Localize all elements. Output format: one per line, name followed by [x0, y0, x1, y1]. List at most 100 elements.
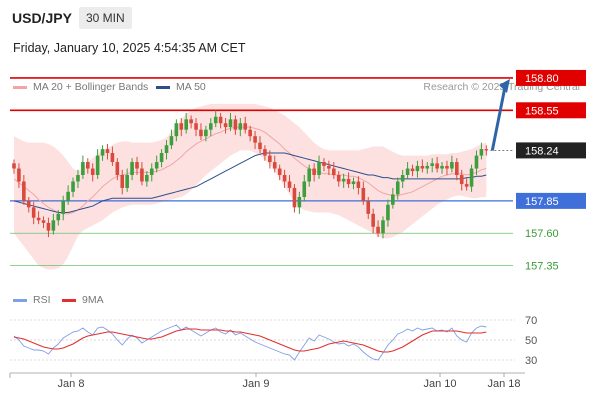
- candle-body-59: [302, 181, 307, 197]
- candle-body-75: [381, 220, 385, 234]
- candle-body-87: [440, 165, 444, 169]
- candle-body-77: [391, 194, 395, 205]
- candle-body-15: [86, 162, 90, 169]
- last-price-label: 158.24: [525, 145, 559, 157]
- candle-body-65: [332, 168, 336, 175]
- candle-body-85: [430, 163, 434, 166]
- projection-arrowhead: [499, 78, 510, 93]
- x-tick-label-3: Jan 18: [487, 378, 520, 390]
- candle-body-79: [400, 175, 405, 182]
- candle-body-23: [125, 175, 129, 188]
- rsi-tick-2: 30: [525, 355, 537, 367]
- candle-body-16: [90, 168, 95, 175]
- candle-body-48: [248, 129, 252, 137]
- candle-body-53: [272, 162, 277, 169]
- level-tag-0: [516, 69, 586, 86]
- candle-body-70: [356, 181, 361, 188]
- candle-body-86: [435, 163, 439, 169]
- candle-body-50: [258, 142, 262, 150]
- candle-body-39: [204, 129, 208, 137]
- candle-body-9: [56, 213, 61, 221]
- candle-body-56: [287, 181, 292, 188]
- x-tick-label-0: Jan 8: [58, 378, 85, 390]
- candle-body-1: [17, 168, 21, 182]
- candle-body-18: [100, 149, 105, 156]
- level-label-0: 158.80: [525, 73, 559, 85]
- candle-body-55: [282, 175, 287, 182]
- candle-body-21: [115, 162, 120, 175]
- legend-rsi-ma-label: 9MA: [82, 294, 104, 306]
- candle-body-51: [263, 149, 267, 156]
- candle-body-38: [199, 129, 203, 137]
- bollinger-band: [14, 103, 487, 270]
- candle-body-11: [66, 191, 70, 201]
- candle-body-35: [184, 119, 188, 130]
- candle-body-94: [474, 155, 479, 169]
- legend-rsi: RSI: [13, 294, 51, 306]
- candle-body-57: [292, 187, 297, 208]
- rsi-tick-1: 50: [525, 335, 537, 347]
- candle-body-67: [341, 178, 346, 182]
- candle-body-7: [46, 222, 51, 231]
- rsi-ma-swatch: [62, 298, 76, 302]
- candle-body-4: [31, 207, 36, 218]
- candle-body-14: [81, 162, 85, 175]
- legend-ma50-label: MA 50: [176, 81, 206, 93]
- candle-body-19: [105, 149, 110, 153]
- level-label-2: 157.85: [525, 196, 559, 208]
- timeframe-button[interactable]: 30 MIN: [79, 7, 132, 29]
- candle-body-72: [366, 200, 371, 214]
- level-label-4: 157.35: [525, 261, 559, 273]
- candle-body-81: [410, 168, 415, 172]
- candle-body-88: [445, 165, 449, 169]
- candle-body-22: [120, 175, 125, 188]
- candle-body-93: [469, 168, 474, 187]
- candle-body-91: [459, 175, 464, 185]
- candle-body-0: [12, 163, 16, 169]
- projection-arrow: [490, 86, 507, 151]
- legend-rsi-ma: 9MA: [62, 294, 104, 306]
- level-label-1: 158.55: [525, 105, 559, 117]
- level-label-3: 157.60: [525, 228, 559, 240]
- ma20-swatch: [13, 85, 27, 89]
- candle-body-84: [425, 165, 430, 169]
- candle-body-5: [36, 217, 41, 221]
- candle-body-83: [420, 165, 425, 169]
- legend-rsi-label: RSI: [33, 294, 51, 306]
- candle-body-61: [312, 168, 316, 175]
- candle-body-37: [194, 123, 198, 130]
- candle-body-36: [189, 119, 193, 124]
- candle-body-26: [140, 168, 144, 182]
- x-tick-label-1: Jan 9: [243, 378, 270, 390]
- rsi-tick-0: 70: [525, 315, 537, 327]
- candle-body-32: [169, 136, 174, 146]
- candle-body-82: [415, 165, 420, 172]
- candle-body-29: [154, 162, 159, 169]
- candle-body-95: [479, 149, 484, 156]
- ma50-swatch: [156, 85, 170, 89]
- candle-body-40: [209, 123, 213, 130]
- candle-body-30: [159, 153, 164, 163]
- candle-body-24: [130, 162, 134, 175]
- instrument-label: USD/JPY: [12, 10, 72, 26]
- candle-body-13: [76, 175, 80, 182]
- timestamp-label: Friday, January 10, 2025 4:54:35 AM CET: [13, 41, 246, 55]
- legend-ma50: MA 50: [156, 81, 206, 93]
- candle-body-78: [395, 181, 400, 195]
- rsi-series-0: [13, 324, 487, 361]
- candle-body-54: [277, 168, 282, 175]
- candle-body-89: [450, 162, 454, 169]
- candle-body-52: [268, 155, 272, 163]
- candle-body-20: [110, 153, 115, 163]
- candle-body-60: [307, 168, 311, 182]
- candle-body-62: [317, 162, 321, 175]
- candle-body-44: [228, 119, 233, 128]
- rsi-series-1: [13, 328, 487, 353]
- candle-body-45: [233, 119, 238, 130]
- candle-body-68: [346, 178, 351, 185]
- candle-body-31: [164, 145, 169, 153]
- candle-body-74: [376, 226, 380, 234]
- candle-body-49: [253, 136, 257, 143]
- candle-body-17: [95, 155, 100, 175]
